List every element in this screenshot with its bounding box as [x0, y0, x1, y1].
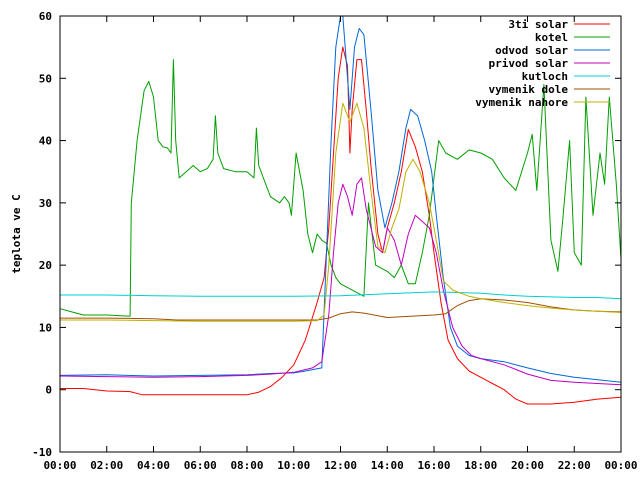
y-tick-label: 10: [39, 321, 52, 334]
legend-label: odvod solar: [495, 44, 568, 57]
legend-label: vymenik dole: [489, 83, 569, 96]
x-tick-label: 00:00: [604, 459, 637, 472]
x-tick-label: 12:00: [324, 459, 357, 472]
y-tick-label: 20: [39, 259, 52, 272]
x-tick-label: 14:00: [371, 459, 404, 472]
y-tick-label: 30: [39, 197, 52, 210]
ticks-layer: -10 0 10 20 30 40 50 60 00:00 02:00 04:00 06:00 08:0…: [32, 10, 637, 472]
y-tick-label: 60: [39, 10, 52, 23]
y-tick-label: -10: [32, 446, 52, 459]
series-line-4: [59, 177, 622, 386]
series-line-7: [60, 102, 622, 322]
y-axis-label: teplota ve C: [10, 194, 23, 273]
legend-label: 3ti solar: [508, 18, 568, 31]
legend-label: privod solar: [489, 57, 569, 70]
x-tick-label: 04:00: [137, 459, 170, 472]
legend-label: kutloch: [522, 70, 568, 83]
x-tick-label: 16:00: [417, 459, 450, 472]
x-tick-label: 00:00: [43, 459, 76, 472]
x-tick-label: 20:00: [511, 459, 544, 472]
legend-label: vymenik nahore: [475, 96, 568, 109]
x-tick-label: 18:00: [464, 459, 497, 472]
x-tick-label: 06:00: [184, 459, 217, 472]
x-tick-label: 10:00: [277, 459, 310, 472]
legend-label: kotel: [535, 31, 568, 44]
x-tick-label: 02:00: [90, 459, 123, 472]
y-tick-label: 50: [39, 72, 52, 85]
series-line-5: [60, 291, 622, 300]
y-tick-label: 40: [39, 135, 52, 148]
series-layer: [59, 15, 622, 405]
series-line-2: [59, 59, 622, 317]
x-tick-label: 22:00: [558, 459, 591, 472]
series-line-6: [60, 298, 622, 321]
y-tick-label: 0: [45, 384, 52, 397]
x-tick-label: 08:00: [230, 459, 263, 472]
series-line-1: [60, 46, 622, 405]
